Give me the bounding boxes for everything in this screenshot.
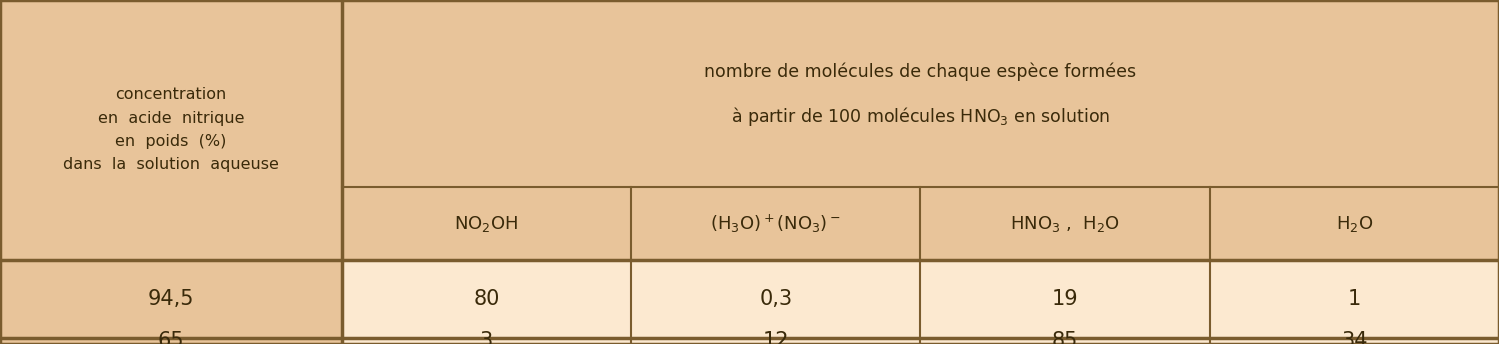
Text: (H$_3$O)$^+$(NO$_3$)$^-$: (H$_3$O)$^+$(NO$_3$)$^-$ (711, 213, 841, 235)
FancyBboxPatch shape (631, 187, 920, 260)
Text: 34: 34 (1342, 331, 1367, 344)
Text: HNO$_3$ ,  H$_2$O: HNO$_3$ , H$_2$O (1010, 214, 1120, 234)
FancyBboxPatch shape (1210, 187, 1499, 260)
Text: 0,3: 0,3 (758, 289, 793, 309)
Text: 1: 1 (1348, 289, 1361, 309)
Text: 3: 3 (480, 331, 493, 344)
Text: 19: 19 (1052, 289, 1078, 309)
Text: 80: 80 (474, 289, 499, 309)
Text: à partir de 100 molécules HNO$_3$ en solution: à partir de 100 molécules HNO$_3$ en sol… (732, 105, 1109, 128)
FancyBboxPatch shape (342, 0, 1499, 187)
Text: 94,5: 94,5 (147, 289, 195, 309)
FancyBboxPatch shape (0, 0, 342, 344)
Text: concentration
en  acide  nitrique
en  poids  (%)
dans  la  solution  aqueuse: concentration en acide nitrique en poids… (63, 87, 279, 172)
FancyBboxPatch shape (920, 187, 1210, 260)
Text: H$_2$O: H$_2$O (1336, 214, 1373, 234)
FancyBboxPatch shape (342, 187, 631, 260)
Text: 85: 85 (1052, 331, 1078, 344)
Text: NO$_2$OH: NO$_2$OH (454, 214, 519, 234)
Text: 12: 12 (763, 331, 788, 344)
Text: nombre de molécules de chaque espèce formées: nombre de molécules de chaque espèce for… (705, 62, 1136, 80)
Text: 65: 65 (157, 331, 184, 344)
